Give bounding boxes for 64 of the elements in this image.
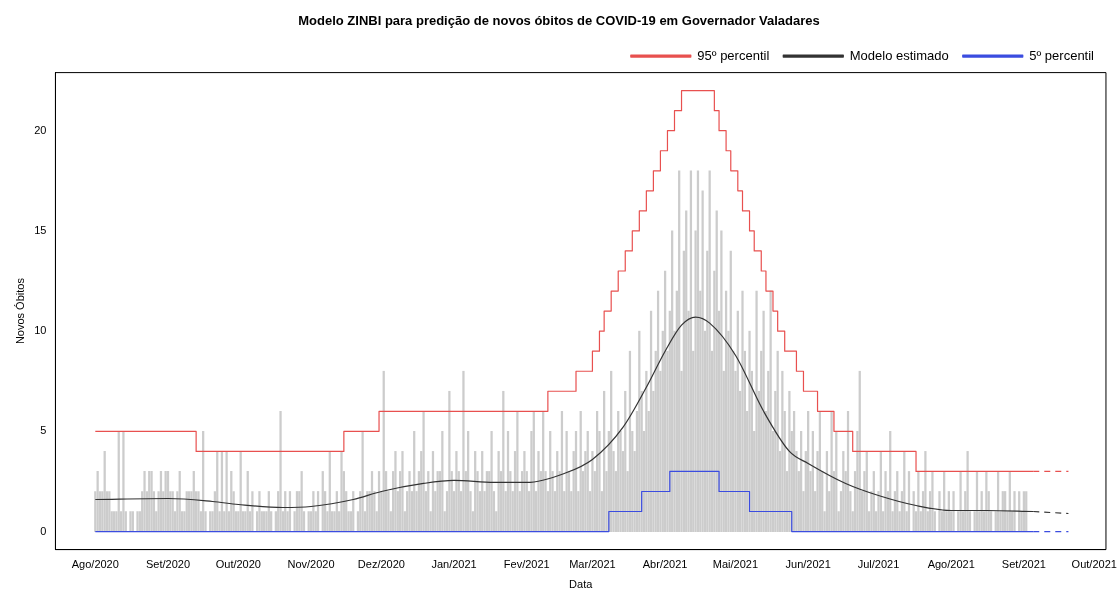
bar xyxy=(225,451,228,532)
x-axis-title: Data xyxy=(569,578,594,591)
legend-label: 5º percentil xyxy=(1029,47,1095,63)
bar xyxy=(788,390,791,532)
bar xyxy=(258,491,261,532)
bar xyxy=(952,491,955,532)
bar xyxy=(422,410,425,532)
bar xyxy=(741,290,744,532)
bar xyxy=(931,471,934,532)
bar xyxy=(251,491,254,532)
bar xyxy=(565,431,568,532)
chart-title: Modelo ZINBI para predição de novos óbitos de COVID-19 em Governador Valadares xyxy=(298,13,820,29)
bar xyxy=(497,451,500,532)
bar xyxy=(959,471,962,532)
bar xyxy=(279,410,282,532)
x-tick-label: Jul/2021 xyxy=(857,558,900,571)
bar xyxy=(340,451,343,532)
bar xyxy=(755,290,758,532)
bar xyxy=(537,451,540,532)
y-tick-label: 20 xyxy=(34,123,47,136)
x-tick-label: Jun/2021 xyxy=(785,558,831,571)
bar xyxy=(985,471,988,532)
bar xyxy=(143,471,146,532)
bar xyxy=(516,410,519,532)
bar xyxy=(448,390,451,532)
bar xyxy=(748,330,751,532)
bar xyxy=(591,451,594,532)
bar xyxy=(884,471,887,532)
bar xyxy=(490,431,493,532)
y-tick-label: 15 xyxy=(34,223,47,236)
bar xyxy=(408,471,411,532)
x-tick-label: Nov/2020 xyxy=(287,558,335,571)
x-tick-label: Dez/2020 xyxy=(357,558,405,571)
legend-label: 95º percentil xyxy=(697,47,770,63)
x-tick-label: Out/2021 xyxy=(1071,558,1117,571)
y-axis-title: Novos Óbitos xyxy=(13,277,26,345)
x-tick-label: Jan/2021 xyxy=(431,558,477,571)
bar xyxy=(924,451,927,532)
bar xyxy=(401,451,404,532)
bar xyxy=(361,431,364,532)
bar xyxy=(394,451,397,532)
x-tick-label: Fev/2021 xyxy=(503,558,550,571)
y-tick-label: 5 xyxy=(40,424,47,437)
bar xyxy=(1013,491,1016,532)
bar xyxy=(938,491,941,532)
x-tick-label: Ago/2021 xyxy=(927,558,975,571)
x-tick-label: Out/2020 xyxy=(215,558,261,571)
x-tick-label: Ago/2020 xyxy=(71,558,119,571)
bar xyxy=(462,370,465,532)
x-tick-label: Mai/2021 xyxy=(712,558,759,571)
bar xyxy=(455,451,458,532)
x-tick-label: Abr/2021 xyxy=(642,558,688,571)
bar xyxy=(830,410,833,532)
bar xyxy=(966,451,969,532)
y-tick-label: 10 xyxy=(34,324,47,337)
bar xyxy=(720,230,723,532)
bar xyxy=(312,491,315,532)
x-tick-label: Mar/2021 xyxy=(569,558,616,571)
bar xyxy=(762,310,765,532)
x-tick-label: Set/2021 xyxy=(1001,558,1046,571)
x-tick-label: Set/2020 xyxy=(145,558,191,571)
legend-label: Modelo estimado xyxy=(849,47,949,63)
bar xyxy=(122,431,125,532)
y-tick-label: 0 xyxy=(40,524,47,537)
